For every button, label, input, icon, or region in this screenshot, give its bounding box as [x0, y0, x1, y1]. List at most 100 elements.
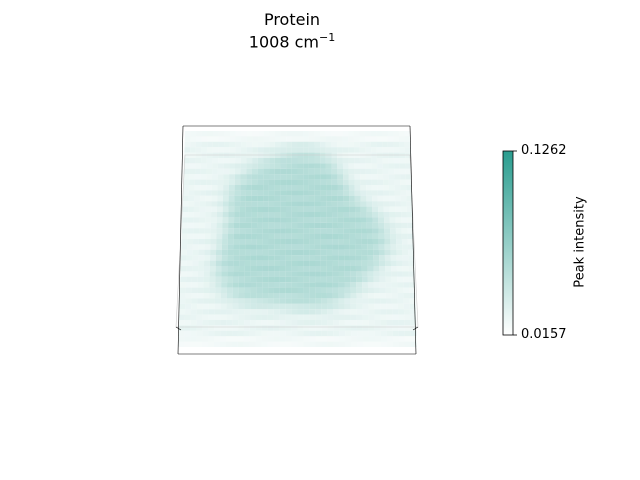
heatmap-cell [186, 249, 193, 256]
heatmap-cell [269, 158, 275, 164]
heatmap-cell [182, 206, 189, 212]
heatmap-cell [359, 131, 366, 137]
heatmap-cell [215, 293, 221, 299]
heatmap-cell [348, 179, 355, 185]
heatmap-cell [382, 158, 389, 164]
heatmap-cell [257, 147, 264, 153]
heatmap-cell [280, 222, 286, 229]
heatmap-cell [391, 271, 398, 277]
heatmap-cell [385, 287, 392, 293]
heatmap-cell [407, 228, 414, 234]
heatmap-cell [212, 168, 218, 175]
heatmap-cell [251, 195, 258, 202]
heatmap-cell [216, 206, 223, 212]
heatmap-cell [268, 260, 275, 266]
heatmap-cell [251, 239, 257, 245]
heatmap-cell [250, 249, 257, 256]
heatmap-cell [321, 330, 328, 337]
heatmap-cell [398, 336, 405, 342]
heatmap-cell [274, 190, 281, 196]
heatmap-cell [233, 239, 240, 245]
heatmap-cell [183, 179, 190, 185]
heatmap-cell [345, 341, 352, 347]
heatmap-cell [239, 217, 246, 223]
heatmap-cell [279, 336, 286, 342]
heatmap-cell [250, 314, 256, 320]
heatmap-cell [205, 206, 212, 212]
heatmap-cell [187, 233, 194, 239]
heatmap-cell [273, 287, 280, 293]
heatmap-cell [332, 249, 339, 256]
heatmap-cell [212, 136, 219, 142]
heatmap-cell [240, 179, 247, 185]
heatmap-cell [400, 201, 407, 207]
heatmap-cell [255, 336, 262, 342]
heatmap-cell [303, 325, 310, 331]
heatmap-cell [216, 212, 223, 218]
heatmap-cell [376, 158, 383, 164]
heatmap-cell [320, 179, 327, 185]
heatmap-cell [366, 217, 373, 223]
heatmap-cell [339, 341, 346, 347]
heatmap-cell [384, 244, 391, 250]
heatmap-cell [273, 293, 280, 299]
heatmap-cell [385, 271, 392, 277]
heatmap-cell [280, 217, 286, 223]
heatmap-cell [263, 147, 270, 153]
heatmap-cell [205, 195, 212, 202]
heatmap-cell [193, 212, 200, 218]
heatmap-cell [406, 206, 413, 212]
heatmap-cell [297, 201, 304, 207]
heatmap-cell [297, 320, 304, 326]
heatmap-cell [204, 228, 211, 234]
heatmap-cell [308, 136, 315, 142]
heatmap-cell [360, 212, 367, 218]
heatmap-cell [361, 266, 368, 272]
heatmap-cell [238, 271, 245, 277]
heatmap-cell [179, 303, 186, 310]
heatmap-cell [257, 206, 263, 212]
heatmap-cell [291, 282, 298, 288]
heatmap-cell [355, 222, 362, 229]
heatmap-cell [389, 212, 396, 218]
heatmap-cell [374, 309, 381, 315]
heatmap-cell [246, 168, 252, 175]
heatmap-cell [309, 309, 316, 315]
heatmap-cell [321, 336, 328, 342]
heatmap-cell [388, 158, 394, 164]
heatmap-cell [357, 341, 364, 347]
heatmap-cell [303, 222, 310, 229]
heatmap-cell [184, 320, 191, 326]
heatmap-cell [243, 341, 250, 347]
heatmap-cell [385, 260, 391, 266]
heatmap-cell [182, 217, 188, 223]
heatmap-cell [361, 233, 368, 239]
heatmap-cell [263, 179, 269, 185]
heatmap-cell [216, 233, 223, 239]
heatmap-cell [234, 195, 241, 202]
heatmap-cell [407, 244, 414, 250]
heatmap-cell [204, 239, 211, 245]
heatmap-cell [257, 217, 263, 223]
heatmap-cell [291, 303, 298, 310]
heatmap-cell [239, 222, 246, 229]
heatmap-cell [221, 282, 228, 288]
heatmap-cell [326, 195, 332, 202]
heatmap-cell [339, 325, 346, 331]
heatmap-cell [262, 222, 269, 229]
heatmap-cell [362, 276, 368, 283]
heatmap-cell [386, 330, 393, 337]
heatmap-cell [320, 141, 326, 148]
heatmap-cell [397, 303, 404, 310]
heatmap-cell [267, 341, 274, 347]
heatmap-cell [202, 303, 209, 310]
heatmap-cell [279, 266, 286, 272]
heatmap-cell [250, 255, 257, 261]
heatmap-cell [383, 179, 389, 185]
heatmap-cell [250, 282, 257, 288]
heatmap-cell [184, 341, 191, 347]
heatmap-cell [268, 233, 275, 239]
heatmap-cell [365, 131, 371, 137]
heatmap-cell [315, 276, 321, 283]
heatmap-cell [279, 293, 286, 299]
